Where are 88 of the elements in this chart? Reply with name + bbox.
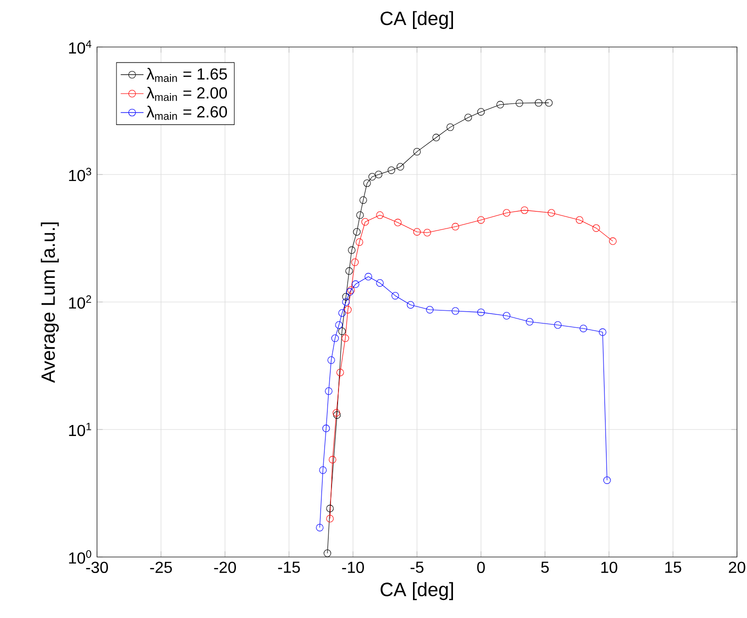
point [477, 308, 485, 316]
point [342, 334, 350, 342]
y-tick-label: 10$^{2}$ [69, 295, 92, 309]
point [502, 209, 510, 217]
y-tick-label: 10$^{0}$ [69, 550, 92, 564]
x-tick-label: -25 [150, 562, 172, 574]
point [345, 267, 353, 275]
x-tick-label: -15 [278, 562, 300, 573]
point [342, 298, 350, 306]
point [324, 550, 332, 557]
x-tick-label: 10 [601, 562, 618, 574]
point [477, 216, 485, 224]
point [496, 100, 504, 108]
legend-label: λ$_{main}$ = 2.60 [146, 106, 227, 120]
point [452, 222, 460, 230]
point [356, 211, 364, 219]
point [348, 246, 356, 254]
point [356, 238, 364, 246]
point [424, 228, 431, 236]
point [335, 321, 343, 329]
point [545, 99, 553, 107]
point [464, 114, 472, 122]
point [548, 209, 556, 217]
point [432, 134, 440, 142]
point [316, 524, 324, 532]
point [351, 258, 359, 266]
point [413, 228, 421, 236]
point [338, 309, 346, 317]
point [520, 206, 528, 214]
point [580, 324, 588, 332]
point [328, 456, 336, 464]
point [328, 356, 335, 364]
legend-label: λ$_{main}$ = 2.00 [146, 86, 227, 101]
point [368, 173, 376, 180]
point [534, 99, 542, 107]
point [363, 179, 371, 187]
point [326, 514, 334, 522]
x-tick-label: -20 [214, 562, 236, 574]
y-tick-label: 10$^{1}$ [69, 422, 92, 436]
point [592, 224, 600, 232]
point [477, 108, 485, 116]
y-axis-title: Average Lum [a.u.] [40, 222, 59, 383]
point [576, 216, 584, 224]
point [364, 272, 372, 280]
x-tick-label: 0 [477, 562, 485, 574]
point [319, 466, 327, 474]
point [376, 279, 384, 287]
point [526, 318, 534, 326]
chart-title: CA [deg] [380, 11, 453, 29]
x-tick-label: -10 [342, 562, 364, 574]
point [413, 148, 421, 156]
y-tick-label: 10$^{3}$ [69, 168, 92, 182]
point [331, 334, 339, 342]
point [406, 301, 414, 309]
point [344, 306, 352, 314]
point [446, 123, 454, 131]
point [388, 166, 396, 174]
point [374, 170, 382, 178]
x-tick-label: 20 [728, 562, 746, 574]
point [609, 237, 617, 245]
point [360, 196, 367, 204]
point [336, 368, 344, 376]
point [342, 292, 350, 300]
y-tick-label: 10$^{4}$ [69, 40, 92, 54]
point [322, 424, 330, 432]
legend-label: λ$_{main}$ = 1.65 [146, 68, 227, 82]
point [338, 327, 346, 335]
point [352, 280, 360, 288]
point [324, 387, 332, 395]
point [426, 306, 434, 314]
point [452, 307, 460, 315]
point [502, 312, 510, 320]
x-axis-title: CA [deg] [380, 582, 453, 600]
point [554, 321, 562, 329]
point [361, 218, 369, 226]
point [353, 228, 361, 236]
x-tick-label: 5 [541, 562, 549, 573]
point [392, 292, 399, 300]
point [396, 163, 404, 170]
point [603, 476, 611, 484]
point [376, 211, 384, 219]
point [598, 328, 606, 336]
x-tick-label: -30 [86, 562, 108, 574]
point [394, 218, 402, 226]
x-tick-label: 15 [665, 562, 682, 573]
x-tick-label: -5 [410, 562, 424, 573]
point [326, 504, 334, 512]
point [516, 99, 524, 107]
